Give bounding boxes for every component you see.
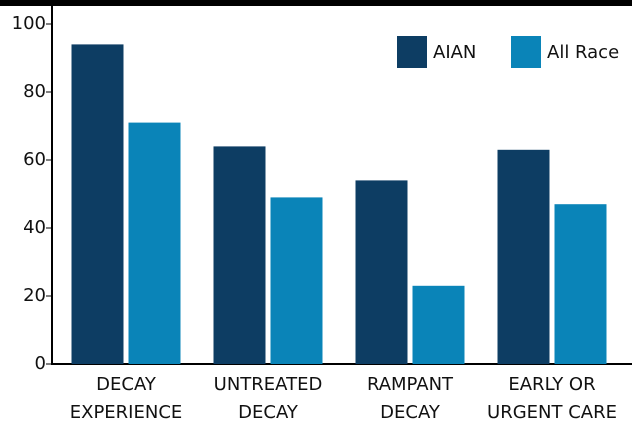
- legend-label: All Race: [547, 42, 619, 63]
- x-tick-label: EARLY OR: [508, 374, 595, 395]
- y-tick-label: 100: [12, 13, 46, 34]
- y-tick-label: 80: [23, 81, 46, 102]
- y-tick-label: 40: [23, 217, 46, 238]
- x-tick-label: DECAY: [380, 402, 441, 423]
- x-tick-label: DECAY: [96, 374, 157, 395]
- x-tick-label: DECAY: [238, 402, 299, 423]
- y-tick-label: 60: [23, 149, 46, 170]
- legend-label: AIAN: [433, 42, 476, 63]
- x-tick-label: URGENT CARE: [487, 402, 617, 423]
- y-tick-label: 0: [35, 353, 46, 374]
- bar: [71, 44, 124, 365]
- bar: [213, 146, 266, 364]
- x-tick-label: EXPERIENCE: [70, 402, 183, 423]
- bar: [270, 197, 323, 364]
- bar: [355, 180, 408, 364]
- legend-swatch: [397, 36, 427, 68]
- x-tick-label: UNTREATED: [214, 374, 323, 395]
- bar: [554, 204, 607, 364]
- y-tick-label: 20: [23, 285, 46, 306]
- x-tick-label: RAMPANT: [367, 374, 454, 395]
- bar: [128, 122, 181, 364]
- top-band: [0, 0, 632, 6]
- bar: [412, 285, 465, 364]
- legend-swatch: [511, 36, 541, 68]
- bar: [497, 149, 550, 364]
